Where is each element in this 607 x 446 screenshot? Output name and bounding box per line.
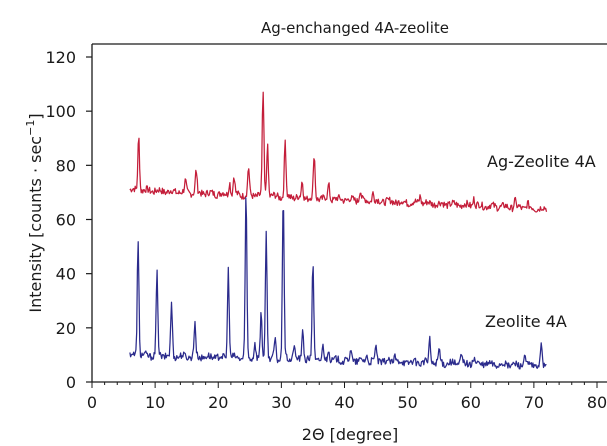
y-tick-label: 0 <box>66 373 76 392</box>
series-line-ag-zeolite-4a <box>129 91 548 213</box>
x-tick-label: 60 <box>461 393 481 412</box>
y-tick-label: 60 <box>56 211 76 230</box>
series-label-ag-zeolite: Ag-Zeolite 4A <box>487 152 596 171</box>
y-axis-label: Intensity [counts · sec−1] <box>24 113 45 312</box>
x-tick-label: 10 <box>145 393 165 412</box>
series-layer <box>129 91 548 370</box>
y-axis-label-suffix: ] <box>26 113 45 119</box>
y-tick-label: 80 <box>56 156 76 175</box>
y-tick-label: 40 <box>56 265 76 284</box>
y-tick-label: 20 <box>56 319 76 338</box>
x-axis-ticks: 0 10 20 30 40 50 60 70 80 <box>87 382 607 412</box>
chart-title: Ag-enchanged 4A-zeolite <box>261 19 449 37</box>
y-axis-label-superscript: −1 <box>24 120 37 136</box>
x-tick-label: 50 <box>397 393 417 412</box>
x-tick-label: 70 <box>524 393 544 412</box>
y-tick-label: 120 <box>45 48 76 67</box>
y-tick-label: 100 <box>45 102 76 121</box>
y-axis-label-main: Intensity [counts · sec <box>26 136 45 313</box>
x-tick-label: 0 <box>87 393 97 412</box>
x-tick-label: 40 <box>334 393 354 412</box>
y-axis-ticks: 0 20 40 60 80 100 120 <box>45 48 92 392</box>
plot-frame <box>91 43 607 383</box>
x-tick-label: 80 <box>587 393 607 412</box>
series-label-zeolite: Zeolite 4A <box>485 312 567 331</box>
series-line-zeolite-4a <box>129 197 547 370</box>
x-tick-label: 30 <box>271 393 291 412</box>
x-axis-label: 2Θ [degree] <box>302 425 398 444</box>
x-tick-label: 20 <box>208 393 228 412</box>
